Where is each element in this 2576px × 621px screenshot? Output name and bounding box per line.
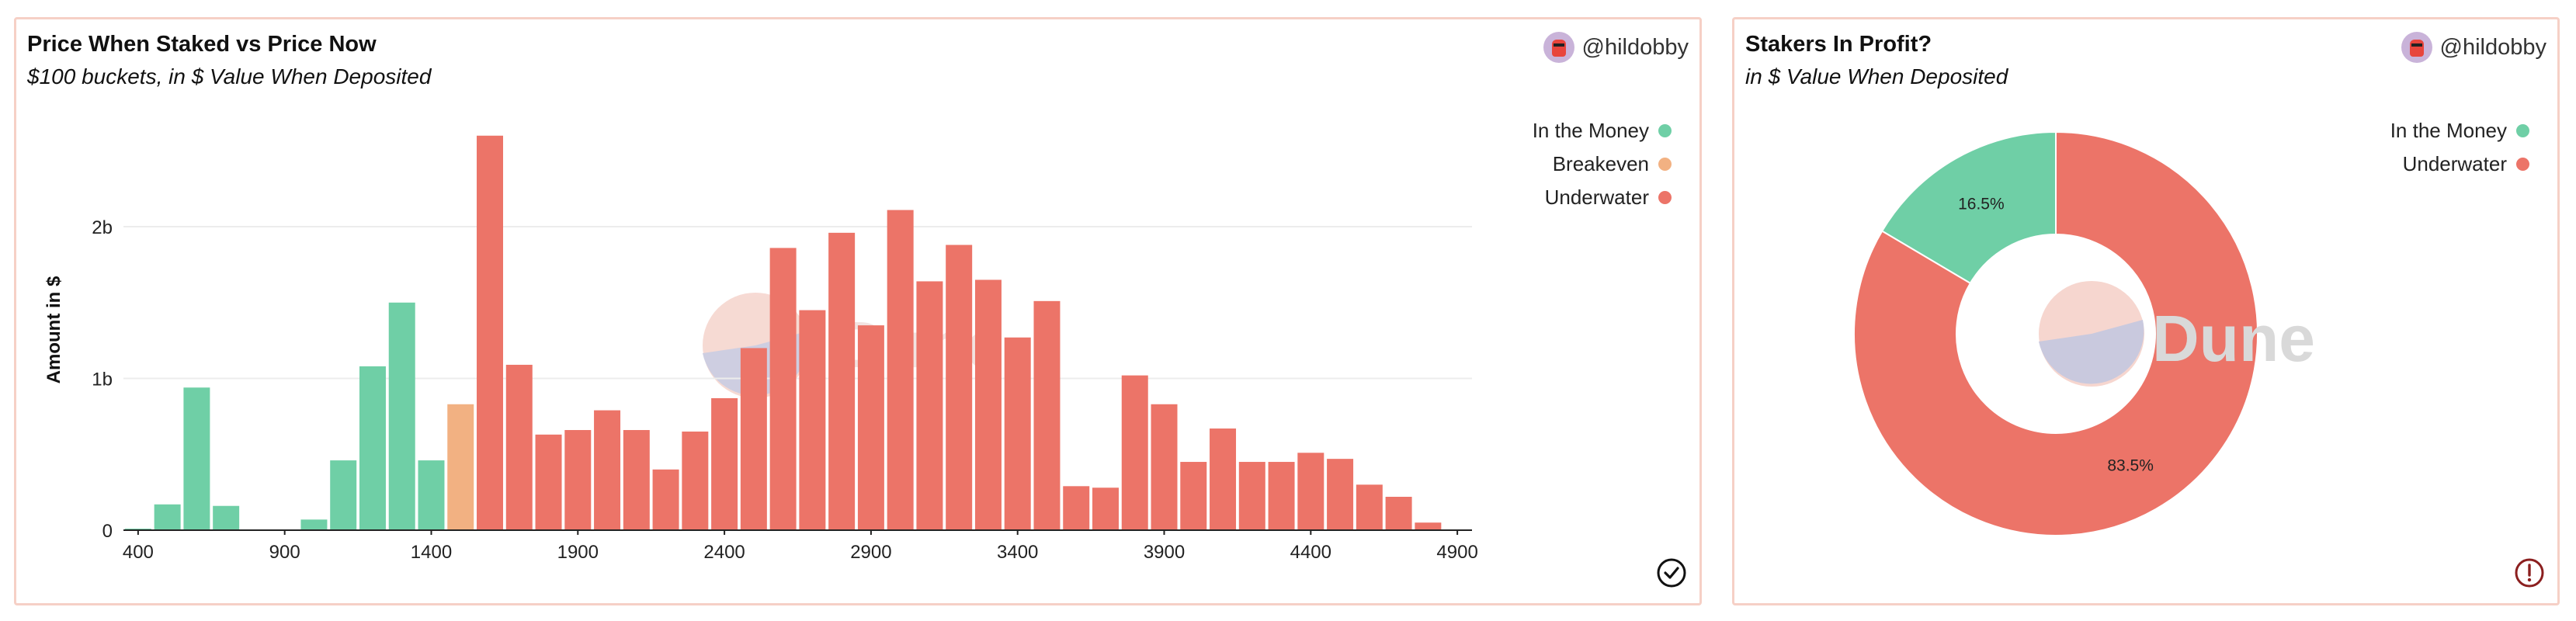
donut-slice[interactable] [1880,130,2057,285]
author-badge[interactable]: @hildobby [2401,32,2546,63]
x-tick-label: 2400 [703,542,745,563]
bar[interactable] [652,469,679,530]
legend-dot [1658,191,1672,204]
bar[interactable] [887,210,914,530]
watermark: Dune [2039,281,2315,387]
legend-label: Breakeven [1552,152,1649,175]
exclamation-circle-icon[interactable] [2514,557,2545,592]
bar[interactable] [623,429,650,530]
chart-title: Stakers In Profit? [1745,32,1932,57]
chart-subtitle: in $ Value When Deposited [1745,64,2008,88]
legend-item-underwater[interactable]: Underwater [1545,186,1672,210]
bar[interactable] [1238,462,1265,530]
bar[interactable] [1268,462,1295,530]
x-tick-label: 1900 [557,542,599,563]
bar[interactable] [916,281,943,530]
bar[interactable] [974,279,1002,530]
bar[interactable] [505,364,533,530]
pie-chart-panel: Stakers In Profit? in $ Value When Depos… [1732,17,2560,605]
donut-chart: Dune 16.5% 83.5% [1853,130,2315,536]
y-tick-label: 2b [92,217,113,238]
x-tick-label: 4900 [1436,542,1477,563]
bar[interactable] [828,232,856,530]
bar[interactable] [857,325,884,530]
x-tick-label: 900 [269,542,300,563]
chart-subtitle: $100 buckets, in $ Value When Deposited [27,64,432,88]
bar[interactable] [711,397,738,530]
x-tick-label: 3400 [997,542,1038,563]
bar[interactable] [1356,484,1383,530]
bar[interactable] [564,429,592,530]
bar-chart: Dune 01b2b400900140019002400290034003900… [43,135,1478,563]
legend-dot [2516,158,2529,171]
bar[interactable] [183,387,210,530]
author-name[interactable]: @hildobby [1581,34,1689,60]
slice-label: 16.5% [1958,195,2005,213]
legend-dot [1658,158,1672,171]
legend-item-underwater[interactable]: Underwater [2403,152,2529,176]
y-axis-label: Amount in $ [43,276,64,383]
bar[interactable] [418,460,445,530]
bar[interactable] [154,504,181,530]
chart-title: Price When Staked vs Price Now [27,32,377,57]
bar[interactable] [330,460,357,530]
author-badge[interactable]: @hildobby [1543,32,1689,63]
legend-label: Underwater [2402,152,2507,175]
x-tick-label: 4400 [1290,542,1331,563]
y-tick-label: 0 [102,521,113,542]
bar[interactable] [388,302,415,530]
bar[interactable] [1092,487,1119,530]
x-tick-label: 1400 [411,542,452,563]
x-tick-label: 400 [123,542,154,563]
bar[interactable] [535,434,562,530]
bar[interactable] [1210,428,1237,530]
bar[interactable] [946,245,973,530]
bar[interactable] [594,410,621,530]
bar[interactable] [799,310,826,530]
check-circle-icon[interactable] [1656,557,1687,592]
bar[interactable] [1151,404,1178,530]
legend-item-in-the-money[interactable]: In the Money [1533,119,1672,143]
bar[interactable] [1033,300,1061,530]
legend-item-breakeven[interactable]: Breakeven [1553,152,1672,176]
bar[interactable] [1063,486,1090,530]
x-tick-label: 3900 [1144,542,1185,563]
bar[interactable] [1327,459,1354,530]
watermark-text: Dune [2152,302,2315,375]
avatar [1543,32,1574,63]
bar[interactable] [1121,375,1148,530]
bar[interactable] [300,519,328,530]
bar[interactable] [1004,337,1031,530]
slice-label: 83.5% [2107,457,2154,475]
avatar [2401,32,2432,63]
y-tick-label: 1b [92,369,113,390]
bar[interactable] [682,431,709,530]
donut-slice[interactable] [1853,130,2258,536]
bar[interactable] [1297,453,1324,530]
legend-label: Underwater [1544,186,1649,209]
legend-label: In the Money [2390,119,2507,142]
bar[interactable] [740,348,767,530]
pie-chart-legend: In the Money Underwater [2390,119,2529,176]
bar[interactable] [1385,496,1412,530]
bar[interactable] [359,366,386,530]
x-tick-label: 2900 [850,542,891,563]
bar[interactable] [1180,462,1207,530]
bar-chart-panel: Price When Staked vs Price Now $100 buck… [14,17,1702,605]
bar[interactable] [477,135,504,530]
legend-item-in-the-money[interactable]: In the Money [2390,119,2529,143]
bar[interactable] [769,248,797,530]
bar-chart-legend: In the Money Breakeven Underwater [1533,119,1672,210]
bar[interactable] [1415,522,1442,530]
author-name[interactable]: @hildobby [2439,34,2546,60]
legend-dot [2516,124,2529,137]
legend-label: In the Money [1532,119,1649,142]
bar[interactable] [447,404,474,530]
legend-dot [1658,124,1672,137]
bar[interactable] [213,505,240,530]
